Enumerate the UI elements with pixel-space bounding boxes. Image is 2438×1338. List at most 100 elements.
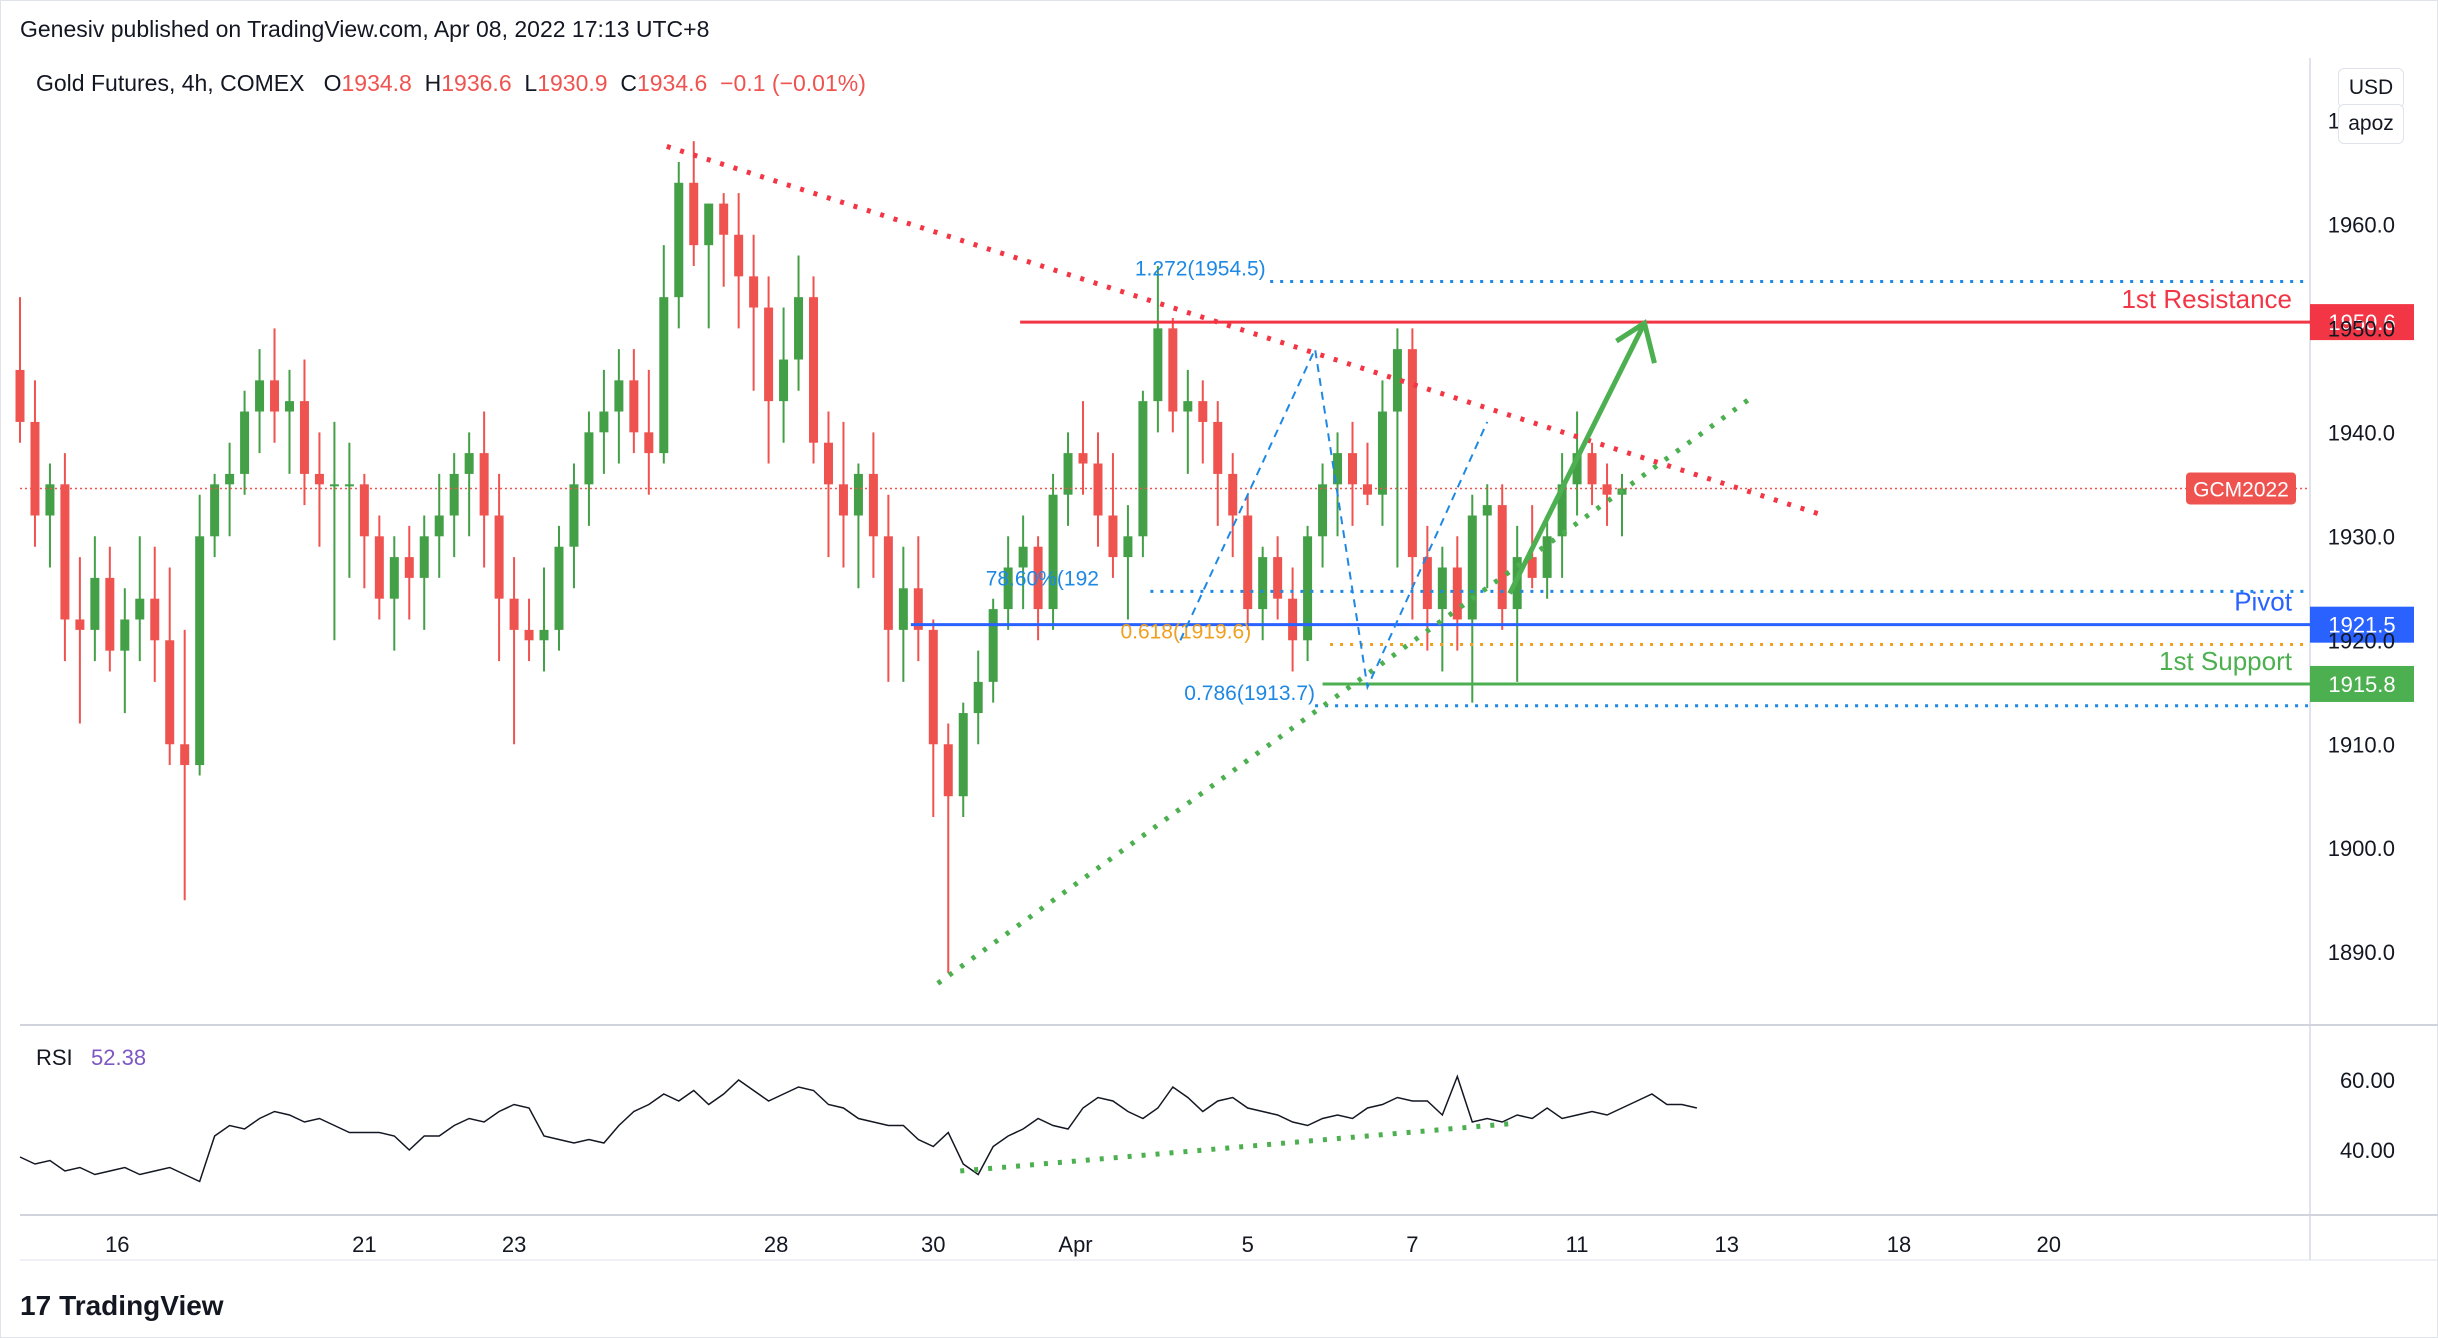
candle-body bbox=[1542, 536, 1552, 578]
candle-body bbox=[1482, 505, 1492, 516]
candle-body bbox=[270, 380, 280, 412]
time-tick-label: 7 bbox=[1406, 1232, 1418, 1257]
candle-body bbox=[913, 588, 923, 630]
candle-body bbox=[689, 182, 699, 246]
candle-body bbox=[1153, 328, 1163, 402]
time-tick-label: 21 bbox=[352, 1232, 376, 1257]
price-tick-label: 1910.0 bbox=[2328, 732, 2395, 757]
candle-body bbox=[284, 401, 294, 412]
time-tick-label: 30 bbox=[921, 1232, 945, 1257]
level-price-label: 1915.8 bbox=[2328, 672, 2395, 697]
candle-body bbox=[464, 453, 474, 474]
candle-body bbox=[853, 473, 863, 516]
candle-body bbox=[1093, 463, 1103, 516]
candle-body bbox=[599, 411, 609, 433]
high-value: 1936.6 bbox=[441, 70, 512, 96]
time-tick-label: 20 bbox=[2036, 1232, 2060, 1257]
candle-body bbox=[1198, 401, 1208, 422]
candle-body bbox=[1392, 349, 1402, 412]
candle-body bbox=[749, 276, 759, 308]
candle-body bbox=[180, 744, 190, 766]
candle-body bbox=[524, 629, 534, 641]
time-tick-label: 16 bbox=[105, 1232, 129, 1257]
projection-arrow-head bbox=[1615, 319, 1657, 364]
level-price-label: 1950.6 bbox=[2328, 310, 2395, 335]
rsi-legend: RSI 52.38 bbox=[36, 1045, 146, 1071]
candle-body bbox=[1168, 328, 1178, 412]
candle-body bbox=[704, 203, 714, 246]
fib-label: 1.272(1954.5) bbox=[1135, 258, 1266, 281]
candle-body bbox=[344, 484, 354, 487]
candle-body bbox=[674, 182, 684, 298]
candle-body bbox=[1258, 557, 1268, 610]
candle-body bbox=[1602, 484, 1612, 495]
price-tick-label: 1930.0 bbox=[2328, 524, 2395, 549]
close-label: C bbox=[620, 70, 637, 96]
candle-body bbox=[1183, 401, 1193, 412]
candle-body bbox=[734, 234, 744, 277]
candle-body bbox=[1288, 598, 1298, 641]
candle-body bbox=[823, 442, 833, 485]
candle-body bbox=[1063, 453, 1073, 495]
candle-body bbox=[1333, 453, 1343, 485]
candle-body bbox=[509, 598, 519, 630]
price-tick-label: 1940.0 bbox=[2328, 420, 2395, 445]
candle-body bbox=[359, 484, 369, 537]
time-tick-label: 13 bbox=[1715, 1232, 1739, 1257]
candle-body bbox=[898, 588, 908, 630]
change-value: −0.1 (−0.01%) bbox=[720, 70, 866, 96]
candle-body bbox=[1437, 567, 1447, 610]
harmonic-zigzag bbox=[1179, 345, 1489, 691]
candle-body bbox=[1003, 567, 1013, 610]
candle-body bbox=[105, 577, 115, 651]
price-tick-label: 1900.0 bbox=[2328, 836, 2395, 861]
fib-label: 0.786(1913.7) bbox=[1184, 682, 1315, 705]
level-label: 1st Resistance bbox=[2121, 284, 2292, 314]
candle-body bbox=[389, 557, 399, 599]
candle-body bbox=[434, 515, 444, 537]
candle-body bbox=[794, 297, 804, 360]
candle-body bbox=[1348, 453, 1358, 485]
candle-body bbox=[1123, 536, 1133, 558]
rsi-name: RSI bbox=[36, 1045, 73, 1070]
candle-body bbox=[329, 484, 339, 487]
candle-body bbox=[719, 203, 729, 235]
candle-body bbox=[1422, 557, 1432, 610]
candle-body bbox=[494, 515, 504, 599]
symbol-legend: Gold Futures, 4h, COMEX O1934.8 H1936.6 … bbox=[36, 70, 866, 97]
candle-body bbox=[45, 484, 55, 516]
candle-body bbox=[374, 536, 384, 599]
candle-body bbox=[135, 598, 145, 620]
rsi-value: 52.38 bbox=[91, 1045, 147, 1070]
close-value: 1934.6 bbox=[636, 70, 708, 96]
candle-body bbox=[449, 473, 459, 516]
currency-button[interactable]: USD bbox=[2338, 68, 2404, 108]
candle-body bbox=[1018, 546, 1028, 568]
candle-body bbox=[404, 557, 414, 578]
fib-label: 0.618(1919.6) bbox=[1120, 620, 1251, 643]
candle-body bbox=[60, 484, 70, 620]
candle-body bbox=[1318, 484, 1328, 537]
time-tick-label: Apr bbox=[1058, 1232, 1092, 1257]
candle-body bbox=[809, 297, 819, 443]
level-price-label: 1921.5 bbox=[2328, 613, 2395, 638]
rsi-tick-label: 40.00 bbox=[2340, 1138, 2395, 1163]
price-tick-label: 1950.0 bbox=[2328, 316, 2395, 341]
time-tick-label: 5 bbox=[1242, 1232, 1254, 1257]
candle-body bbox=[1452, 567, 1462, 620]
candles-layer bbox=[15, 141, 1627, 974]
candle-body bbox=[90, 577, 100, 630]
time-tick-label: 23 bbox=[502, 1232, 526, 1257]
candle-body bbox=[120, 619, 130, 651]
candle-body bbox=[973, 681, 983, 714]
candle-body bbox=[210, 484, 220, 537]
candle-body bbox=[75, 619, 85, 630]
candle-body bbox=[1587, 453, 1597, 485]
candle-body bbox=[539, 629, 549, 641]
tradingview-brand[interactable]: 17 TradingView bbox=[20, 1290, 224, 1322]
time-tick-label: 18 bbox=[1887, 1232, 1911, 1257]
high-label: H bbox=[424, 70, 442, 96]
scale-mode-button[interactable]: apoz bbox=[2338, 104, 2404, 144]
